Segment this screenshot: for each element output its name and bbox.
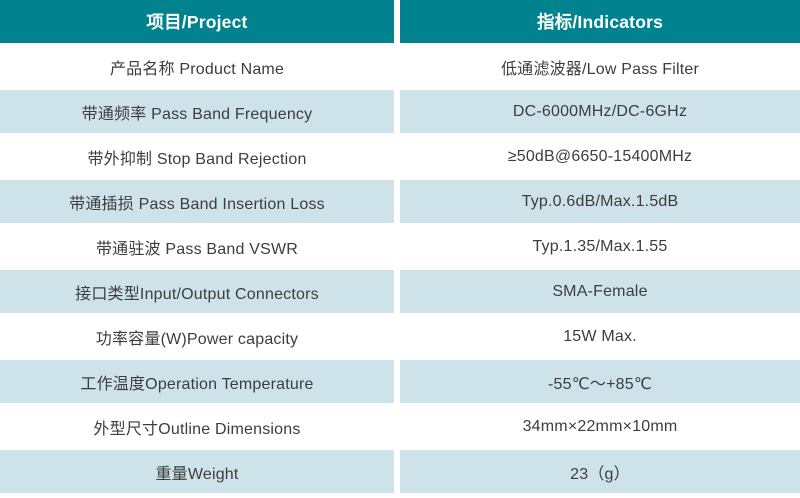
header-cell-indicators: 指标/Indicators bbox=[400, 0, 800, 43]
table-row: 带通驻波 Pass Band VSWR Typ.1.35/Max.1.55 bbox=[0, 225, 800, 268]
indicator-cell: 23（g） bbox=[400, 450, 800, 493]
table-header-row: 项目/Project 指标/Indicators bbox=[0, 0, 800, 43]
indicator-cell: 34mm×22mm×10mm bbox=[400, 405, 800, 448]
project-cell: 功率容量(W)Power capacity bbox=[0, 315, 394, 358]
indicator-cell: Typ.0.6dB/Max.1.5dB bbox=[400, 180, 800, 223]
project-cell: 产品名称 Product Name bbox=[0, 45, 394, 88]
indicator-cell: Typ.1.35/Max.1.55 bbox=[400, 225, 800, 268]
table-row: 工作温度Operation Temperature -55℃～+85℃ bbox=[0, 360, 800, 403]
table-row: 接口类型Input/Output Connectors SMA-Female bbox=[0, 270, 800, 313]
table-row: 带外抑制 Stop Band Rejection ≥50dB@6650-15400… bbox=[0, 135, 800, 178]
table-row: 重量Weight 23（g） bbox=[0, 450, 800, 493]
table-row: 外型尺寸Outline Dimensions 34mm×22mm×10mm bbox=[0, 405, 800, 448]
indicator-cell: SMA-Female bbox=[400, 270, 800, 313]
project-cell: 重量Weight bbox=[0, 450, 394, 493]
indicator-cell: 15W Max. bbox=[400, 315, 800, 358]
project-cell: 带通频率 Pass Band Frequency bbox=[0, 90, 394, 133]
indicator-cell: ≥50dB@6650-15400MHz bbox=[400, 135, 800, 178]
header-cell-project: 项目/Project bbox=[0, 0, 394, 43]
indicator-cell: DC-6000MHz/DC-6GHz bbox=[400, 90, 800, 133]
indicator-cell: -55℃～+85℃ bbox=[400, 360, 800, 403]
table-row: 产品名称 Product Name 低通滤波器/Low Pass Filter bbox=[0, 45, 800, 88]
project-cell: 外型尺寸Outline Dimensions bbox=[0, 405, 394, 448]
project-cell: 带外抑制 Stop Band Rejection bbox=[0, 135, 394, 178]
project-cell: 带通插损 Pass Band Insertion Loss bbox=[0, 180, 394, 223]
table-row: 带通插损 Pass Band Insertion Loss Typ.0.6dB/M… bbox=[0, 180, 800, 223]
project-cell: 接口类型Input/Output Connectors bbox=[0, 270, 394, 313]
table-row: 功率容量(W)Power capacity 15W Max. bbox=[0, 315, 800, 358]
project-cell: 工作温度Operation Temperature bbox=[0, 360, 394, 403]
indicator-cell: 低通滤波器/Low Pass Filter bbox=[400, 45, 800, 88]
table-row: 带通频率 Pass Band Frequency DC-6000MHz/DC-6G… bbox=[0, 90, 800, 133]
project-cell: 带通驻波 Pass Band VSWR bbox=[0, 225, 394, 268]
